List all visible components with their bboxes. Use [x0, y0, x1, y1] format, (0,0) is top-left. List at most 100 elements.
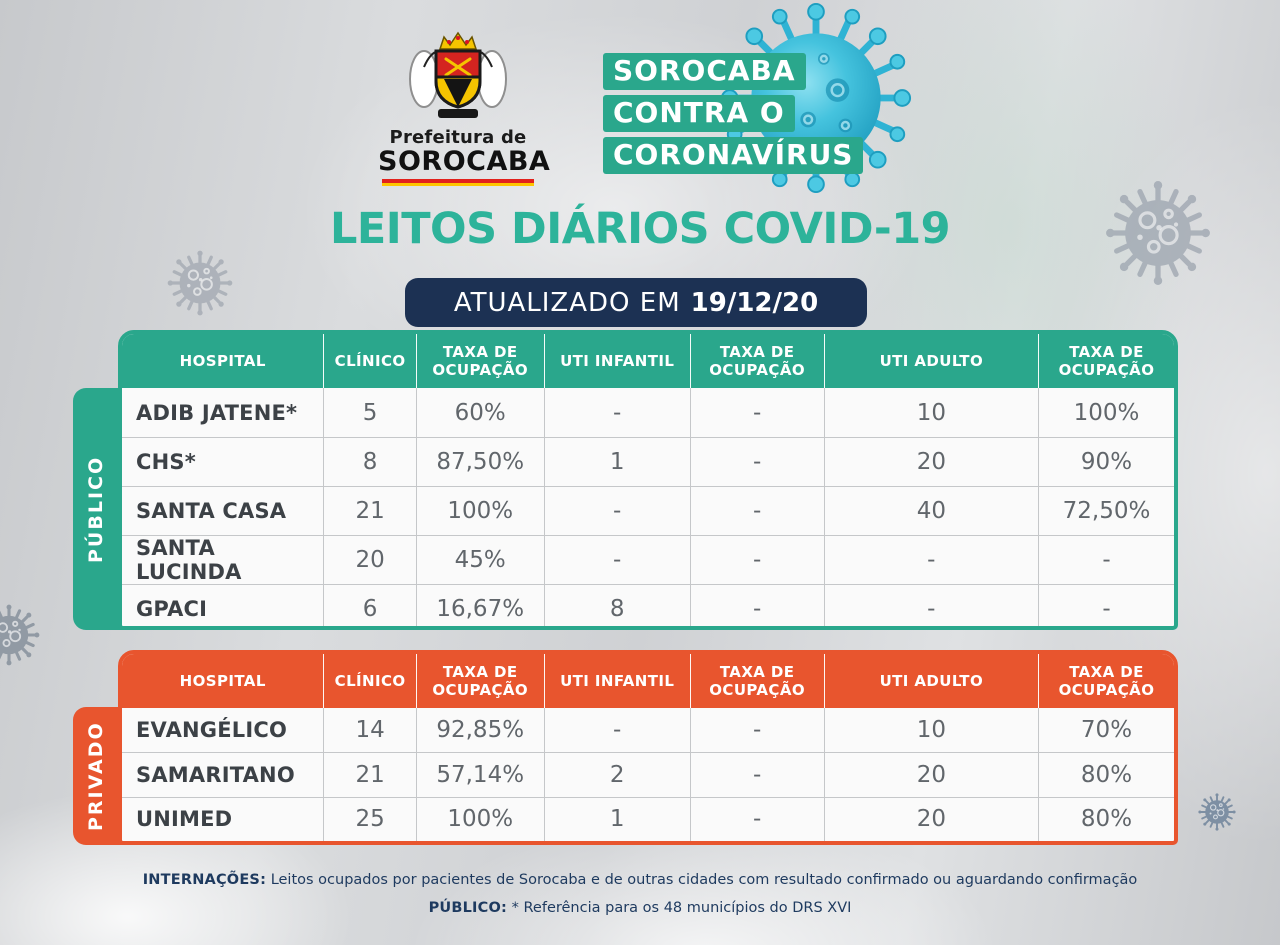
virus-flat-icon [1198, 793, 1236, 831]
value-cell: 100% [415, 797, 544, 841]
value-cell: 80% [1038, 753, 1174, 797]
value-cell: 100% [415, 487, 544, 535]
value-cell: - [689, 536, 824, 584]
table-row: ADIB JATENE* 5 60% - -10 100% [122, 388, 1174, 437]
page-title: LEITOS DIÁRIOS COVID-19 [329, 204, 951, 254]
private-hospitals-table: PRIVADO HOSPITAL CLÍNICO TAXA DE OCUPAÇÃO U… [73, 650, 1178, 845]
campaign-lockup: SOROCABA CONTRA O CORONAVÍRUS [603, 53, 864, 179]
updated-date: 19/12/20 [690, 287, 819, 318]
table-header-row: HOSPITAL CLÍNICO TAXA DE OCUPAÇÃO UTI INFAN… [122, 334, 1174, 388]
sorocaba-crest-icon [409, 31, 507, 118]
footer-note-text: * Referência para os 48 municípios do DR… [511, 900, 852, 916]
group-tab-label: PÚBLICO [85, 455, 107, 563]
value-cell: - [689, 585, 824, 626]
hospital-name-cell: SAMARITANO [136, 762, 295, 787]
hospital-name-cell: SANTA LUCINDA [136, 536, 242, 584]
hospital-name-cell: GPACI [136, 597, 208, 621]
table-row: EVANGÉLICO 14 92,85% - -10 70% [122, 708, 1174, 753]
column-header: UTI INFANTIL [543, 654, 690, 708]
table-row: GPACI 6 16,67% 8- - - [122, 584, 1174, 626]
value-cell: - [543, 487, 690, 535]
prefeitura-logo: Prefeitura de SOROCABA [378, 27, 551, 187]
campaign-line-3: CORONAVÍRUS [603, 137, 864, 174]
table-row: CHS* 8 87,50% 1-20 90% [122, 437, 1174, 486]
value-cell: - [1038, 585, 1174, 626]
value-cell: - [543, 388, 690, 437]
value-cell: - [689, 797, 824, 841]
value-cell: 20 [823, 438, 1038, 486]
table-body: EVANGÉLICO 14 92,85% - -10 70% SAMARITANO 21 57,… [122, 708, 1174, 841]
value-cell: 16,67% [415, 585, 544, 626]
value-cell: 70% [1038, 708, 1174, 753]
value-cell: - [823, 585, 1038, 626]
value-cell: - [823, 536, 1038, 584]
logo-underline [382, 179, 534, 187]
value-cell: 20 [823, 797, 1038, 841]
column-header: UTI INFANTIL [543, 334, 690, 388]
column-header: TAXA DE OCUPAÇÃO [689, 654, 824, 708]
value-cell: 60% [415, 388, 544, 437]
footer-note-internacoes: INTERNAÇÕES: Leitos ocupados por pacient… [0, 872, 1280, 888]
value-cell: 87,50% [415, 438, 544, 486]
column-header: TAXA DE OCUPAÇÃO [689, 334, 824, 388]
column-header: HOSPITAL [179, 352, 266, 370]
hospital-name-cell: UNIMED [136, 807, 233, 832]
footer-note-label: INTERNAÇÕES: [142, 872, 267, 888]
footer-note-label: PÚBLICO: [428, 900, 508, 916]
table-row: UNIMED 25 100% 1-20 80% [122, 796, 1174, 841]
value-cell: 25 [323, 797, 415, 841]
value-cell: 2 [543, 753, 690, 797]
table-header-row: HOSPITAL CLÍNICO TAXA DE OCUPAÇÃO UTI INFAN… [122, 654, 1174, 708]
campaign-line-2: CONTRA O [603, 95, 795, 132]
table-row: SAMARITANO 21 57,14% 2-20 80% [122, 752, 1174, 797]
value-cell: - [543, 708, 690, 753]
column-header: UTI ADULTO [823, 654, 1038, 708]
virus-flat-icon [167, 250, 233, 316]
value-cell: 21 [323, 753, 415, 797]
table-frame: HOSPITAL CLÍNICO TAXA DE OCUPAÇÃO UTI INFAN… [118, 330, 1178, 630]
hospital-name-cell: CHS* [136, 450, 196, 474]
value-cell: 21 [323, 487, 415, 535]
value-cell: - [689, 388, 824, 437]
updated-badge: ATUALIZADO EM 19/12/20 [405, 278, 867, 327]
column-header: HOSPITAL [179, 672, 266, 690]
logo-text-line1: Prefeitura de [389, 127, 527, 148]
value-cell: 10 [823, 388, 1038, 437]
public-hospitals-table: PÚBLICO HOSPITAL CLÍNICO TAXA DE OCUPAÇÃO U… [73, 330, 1178, 630]
campaign-line-1: SOROCABA [603, 53, 806, 90]
column-header: CLÍNICO [323, 654, 415, 708]
value-cell: 92,85% [415, 708, 544, 753]
footer-note-text: Leitos ocupados por pacientes de Sorocab… [270, 872, 1138, 888]
value-cell: 45% [415, 536, 544, 584]
table-frame: HOSPITAL CLÍNICO TAXA DE OCUPAÇÃO UTI INFAN… [118, 650, 1178, 845]
value-cell: - [689, 438, 824, 486]
hospital-name-cell: ADIB JATENE* [136, 400, 298, 425]
column-header: CLÍNICO [323, 334, 415, 388]
virus-flat-icon [0, 604, 40, 666]
value-cell: 1 [543, 438, 690, 486]
column-header: TAXA DE OCUPAÇÃO [415, 654, 544, 708]
hospital-name-cell: SANTA CASA [136, 499, 287, 523]
column-header: TAXA DE OCUPAÇÃO [1038, 654, 1174, 708]
value-cell: - [1038, 536, 1174, 584]
column-header: TAXA DE OCUPAÇÃO [1038, 334, 1174, 388]
value-cell: 80% [1038, 797, 1174, 841]
table-row: SANTA LUCINDA 20 45% - - - - [122, 535, 1174, 584]
value-cell: 72,50% [1038, 487, 1174, 535]
footer-note-publico: PÚBLICO: * Referência para os 48 municíp… [0, 900, 1280, 916]
value-cell: 100% [1038, 388, 1174, 437]
logo-text-line2: SOROCABA [378, 146, 551, 177]
value-cell: 10 [823, 708, 1038, 753]
value-cell: 8 [323, 438, 415, 486]
value-cell: 8 [543, 585, 690, 626]
value-cell: - [689, 487, 824, 535]
hospital-name-cell: EVANGÉLICO [136, 718, 288, 743]
value-cell: 5 [323, 388, 415, 437]
value-cell: 14 [323, 708, 415, 753]
value-cell: - [543, 536, 690, 584]
updated-label: ATUALIZADO EM [453, 287, 681, 318]
group-tab-label: PRIVADO [85, 721, 107, 831]
value-cell: 1 [543, 797, 690, 841]
value-cell: - [689, 708, 824, 753]
